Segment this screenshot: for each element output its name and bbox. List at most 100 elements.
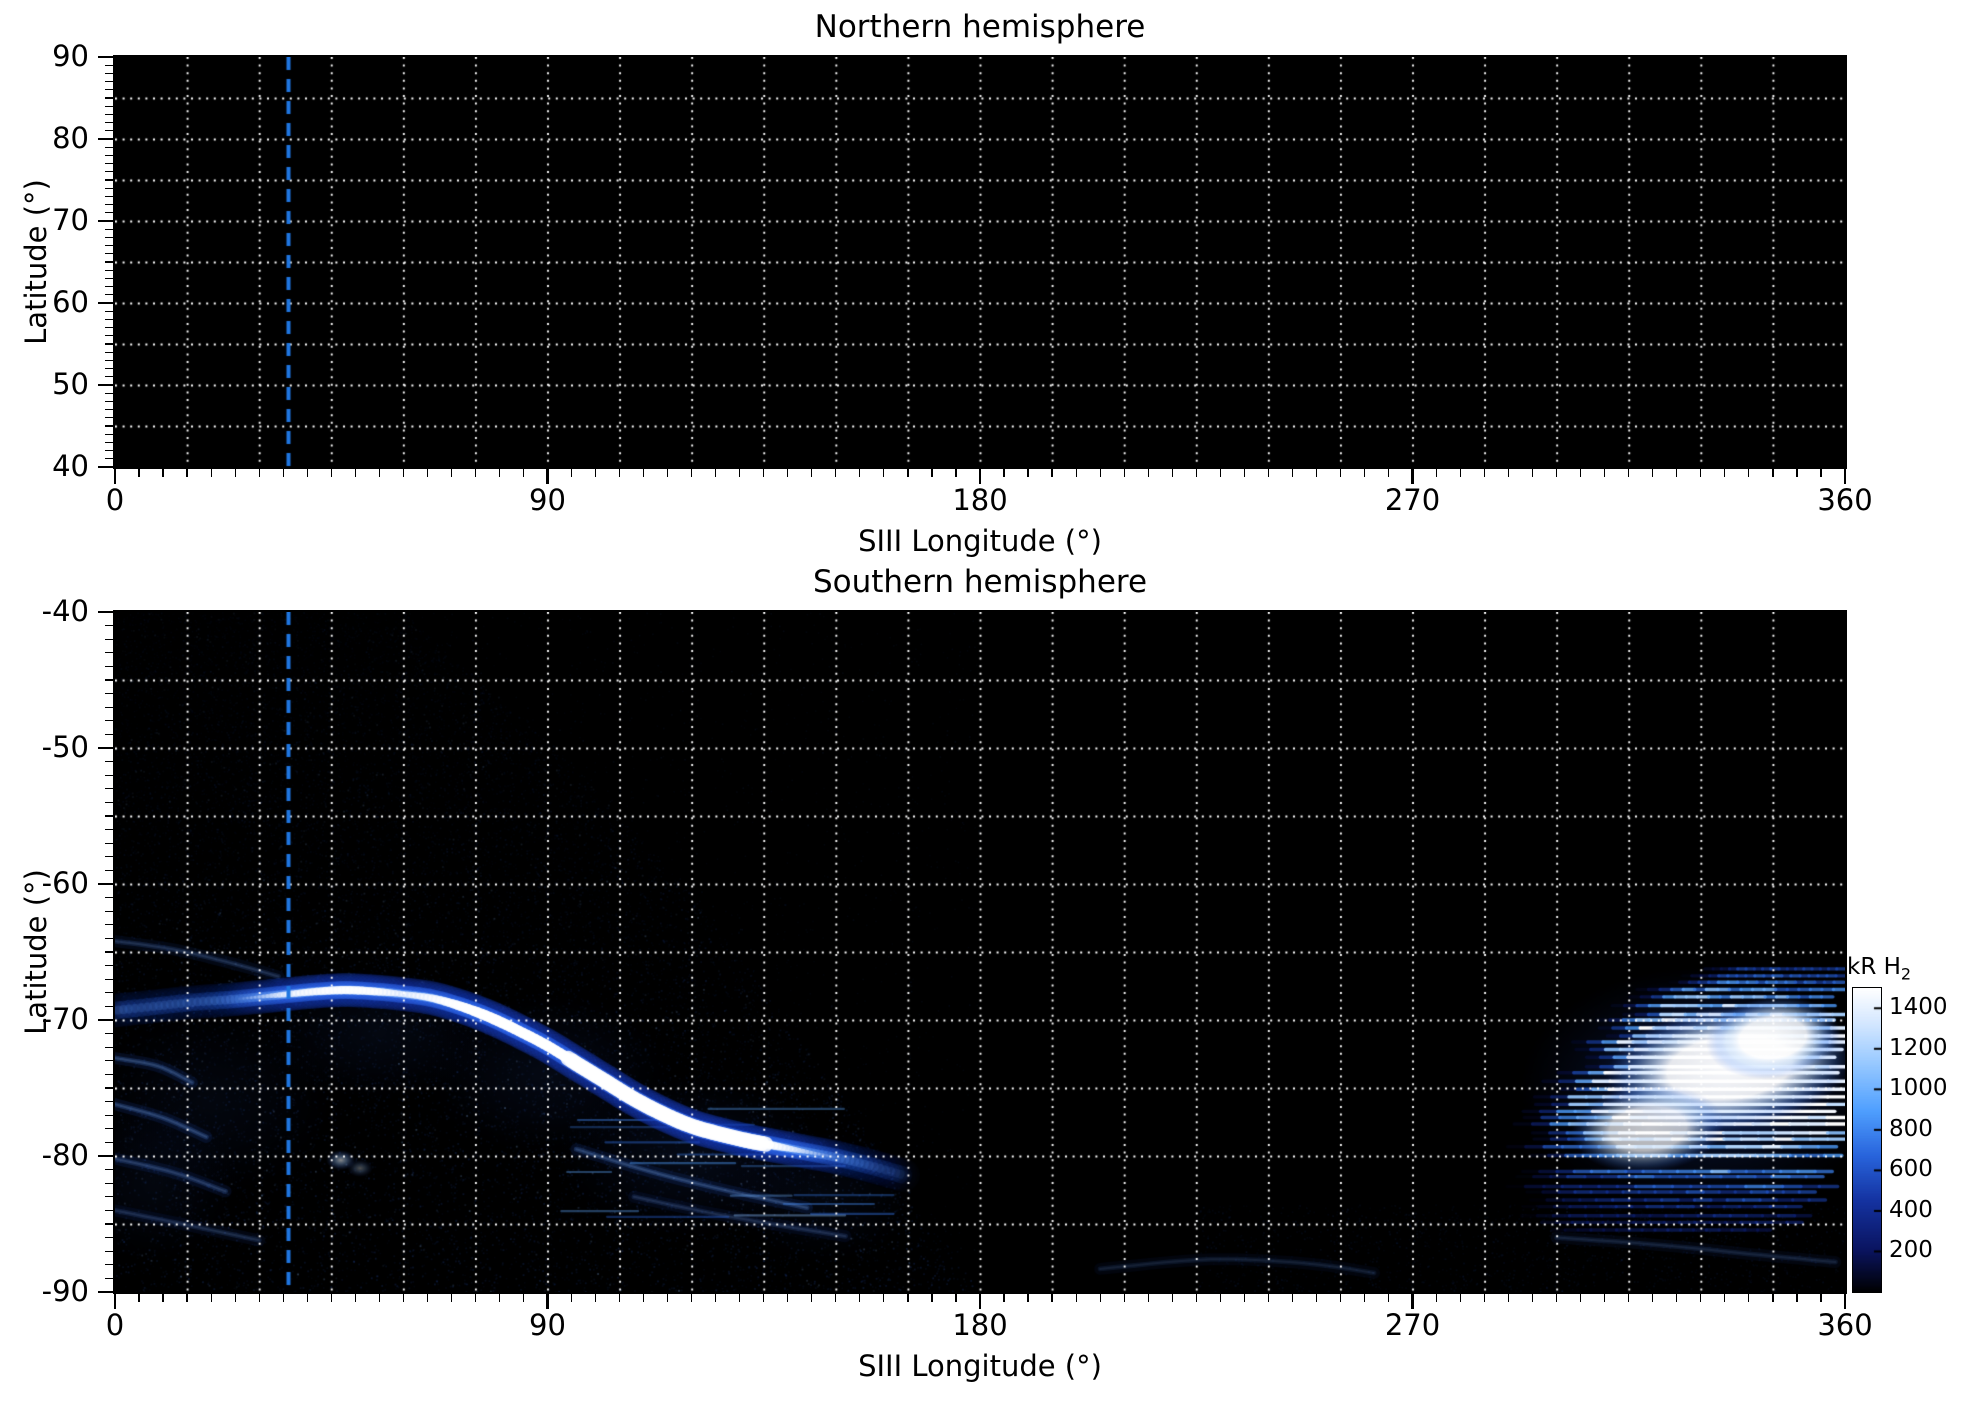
- x-minor-tick: [787, 469, 789, 477]
- x-minor-tick: [1267, 469, 1269, 477]
- y-minor-tick: [105, 154, 113, 156]
- y-minor-tick: [105, 1141, 113, 1143]
- south-plot: [113, 610, 1847, 1294]
- y-minor-tick: [105, 1237, 113, 1239]
- x-major-tick: [1411, 1294, 1414, 1309]
- x-minor-tick: [1171, 469, 1173, 477]
- x-minor-tick: [162, 1294, 164, 1302]
- x-major-tick: [546, 1294, 549, 1309]
- x-minor-tick: [763, 469, 765, 477]
- x-minor-tick: [594, 469, 597, 477]
- x-minor-tick: [1483, 1294, 1486, 1302]
- y-minor-tick: [105, 392, 113, 394]
- y-minor-tick: [105, 228, 113, 230]
- y-minor-tick: [105, 310, 113, 312]
- y-tick-label: -90: [41, 1274, 89, 1308]
- x-major-tick: [113, 469, 117, 484]
- x-minor-tick: [354, 1294, 356, 1302]
- y-minor-tick: [105, 1223, 113, 1225]
- x-minor-tick: [1195, 469, 1197, 477]
- y-minor-tick: [105, 679, 113, 681]
- y-minor-tick: [105, 937, 113, 939]
- x-minor-tick: [715, 1294, 717, 1302]
- y-minor-tick: [105, 1209, 113, 1211]
- x-minor-tick: [618, 469, 621, 477]
- x-minor-tick: [811, 469, 813, 477]
- y-minor-tick: [105, 294, 113, 296]
- x-minor-tick: [186, 1294, 188, 1302]
- y-tick-label: 50: [52, 367, 89, 401]
- y-minor-tick: [105, 351, 113, 353]
- x-minor-tick: [162, 469, 164, 477]
- x-minor-tick: [1291, 1294, 1293, 1302]
- y-minor-tick: [105, 842, 113, 844]
- y-minor-tick: [105, 1101, 113, 1103]
- x-minor-tick: [1676, 1294, 1678, 1302]
- y-minor-tick: [105, 951, 113, 953]
- x-minor-tick: [1003, 469, 1005, 477]
- x-minor-tick: [835, 469, 837, 477]
- x-tick-label: 270: [1384, 483, 1441, 517]
- y-minor-tick: [105, 441, 113, 443]
- y-minor-tick: [105, 1277, 113, 1279]
- y-minor-tick: [105, 327, 113, 329]
- x-tick-label: 180: [952, 1308, 1008, 1342]
- x-minor-tick: [138, 1294, 140, 1302]
- north-x-axis-title: SIII Longitude (°): [858, 524, 1102, 558]
- x-minor-tick: [907, 469, 909, 477]
- y-minor-tick: [105, 89, 113, 91]
- y-minor-tick: [105, 368, 113, 370]
- y-minor-tick: [105, 343, 113, 345]
- colorbar-unit-sub: 2: [1900, 964, 1912, 984]
- x-minor-tick: [1796, 1294, 1798, 1302]
- y-minor-tick: [105, 146, 113, 148]
- x-tick-label: 0: [105, 483, 125, 517]
- x-minor-tick: [667, 1294, 669, 1302]
- y-minor-tick: [105, 277, 113, 279]
- x-minor-tick: [1459, 1294, 1462, 1302]
- y-minor-tick: [105, 425, 113, 427]
- y-minor-tick: [105, 815, 113, 817]
- y-minor-tick: [105, 897, 113, 899]
- y-minor-tick: [105, 1046, 113, 1048]
- x-minor-tick: [907, 1294, 909, 1302]
- x-minor-tick: [570, 469, 573, 477]
- x-minor-tick: [234, 1294, 236, 1302]
- y-minor-tick: [105, 433, 113, 435]
- x-minor-tick: [258, 469, 260, 477]
- x-minor-tick: [1508, 469, 1510, 477]
- x-minor-tick: [1387, 1294, 1390, 1302]
- x-minor-tick: [330, 469, 332, 477]
- y-major-tick: [98, 1290, 113, 1294]
- x-minor-tick: [1580, 469, 1582, 477]
- x-minor-tick: [1556, 1294, 1558, 1302]
- y-minor-tick: [105, 1114, 113, 1116]
- x-minor-tick: [1724, 469, 1726, 477]
- x-major-tick: [1843, 1294, 1847, 1309]
- x-minor-tick: [1075, 469, 1077, 477]
- colorbar-tick-label: 1400: [1889, 994, 1948, 1021]
- x-minor-tick: [1267, 1294, 1269, 1302]
- y-minor-tick: [105, 245, 113, 247]
- y-tick-label: 90: [52, 39, 89, 73]
- colorbar-tick-label: 1200: [1889, 1034, 1948, 1061]
- x-minor-tick: [570, 1294, 573, 1302]
- y-minor-tick: [105, 1169, 113, 1171]
- x-major-tick: [978, 469, 982, 484]
- x-minor-tick: [691, 469, 693, 477]
- north-plot: [113, 55, 1847, 469]
- x-minor-tick: [498, 1294, 501, 1302]
- x-minor-tick: [835, 1294, 837, 1302]
- x-minor-tick: [1532, 469, 1534, 477]
- x-minor-tick: [1580, 1294, 1582, 1302]
- y-minor-tick: [105, 638, 113, 640]
- y-major-tick: [98, 746, 113, 750]
- x-minor-tick: [1435, 469, 1438, 477]
- y-major-tick: [98, 882, 113, 886]
- x-major-tick: [1843, 469, 1847, 484]
- y-minor-tick: [105, 1033, 113, 1035]
- x-minor-tick: [1748, 1294, 1750, 1302]
- y-minor-tick: [105, 1250, 113, 1252]
- north-plot-canvas: [115, 57, 1845, 467]
- x-minor-tick: [498, 469, 501, 477]
